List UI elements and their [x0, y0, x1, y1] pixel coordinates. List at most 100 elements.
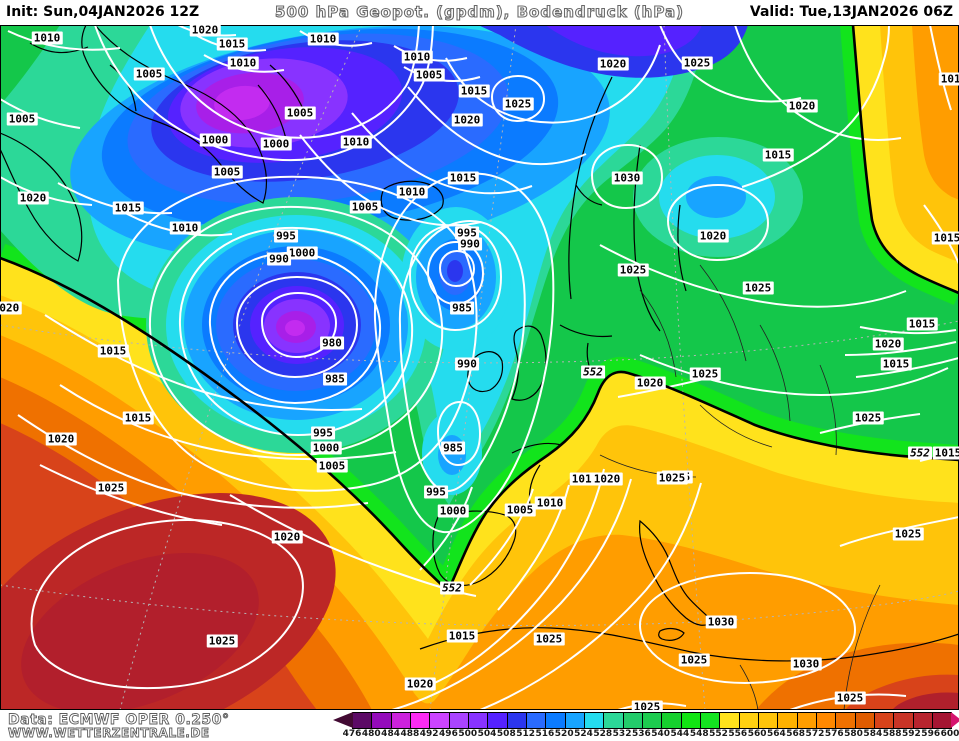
- isobar-label: 1010: [227, 56, 259, 70]
- isobar-label: 995: [455, 226, 479, 240]
- colorbar-segment: [758, 713, 779, 728]
- isobar-label: 1000: [260, 137, 292, 151]
- colorbar-right-arrow-icon: [951, 712, 959, 728]
- isobar-label: 1020: [597, 57, 629, 71]
- colorbar-segment: [372, 713, 392, 728]
- isobar-label: 1015: [762, 148, 794, 162]
- colorbar-left-arrow-icon: [333, 712, 353, 728]
- isobar-label: 1005: [316, 459, 348, 473]
- isobar-label: 1005: [211, 165, 243, 179]
- colorbar-tick-label: 588: [882, 729, 902, 739]
- colorbar-segment: [526, 713, 547, 728]
- colorbar-ticks: 476 480 484 488 492 496 500 504 508 512 516 520 524 5…: [343, 729, 959, 740]
- isobar-label: 1005: [284, 106, 316, 120]
- valid-time-label: Valid: Tue,13JAN2026 06Z: [749, 4, 953, 20]
- isobar-label: 1020: [189, 25, 221, 37]
- isobar-label: 995: [311, 426, 335, 440]
- colorbar-segment: [720, 713, 740, 728]
- map-title: 500 hPa Geopot. (gpdm), Bodendruck (hPa): [274, 2, 684, 21]
- isobar-label: 1010: [169, 221, 201, 235]
- colorbar-tick-label: 600: [940, 729, 959, 739]
- isobar-label: 1025: [892, 527, 924, 541]
- colorbar-tick-label: 540: [651, 729, 671, 739]
- isobar-label: 1000: [199, 133, 231, 147]
- isobar-label: 1010: [401, 50, 433, 64]
- colorbar-tick-label: 500: [458, 729, 478, 739]
- colorbar-segment: [642, 713, 663, 728]
- map-canvas: 1010 1020 1015 1010 1005 1005 1005 1000 1000 1005…: [0, 25, 959, 710]
- isobar-label: 1020: [271, 530, 303, 544]
- isobar-label: 1030: [611, 171, 643, 185]
- colorbar-segment: [797, 713, 817, 728]
- isobar-label: 1020: [451, 113, 483, 127]
- colorbar-segment: [604, 713, 624, 728]
- colorbar-tick-label: 548: [689, 729, 709, 739]
- isobar-label: 985: [323, 372, 347, 386]
- latlon-grid: [0, 25, 959, 710]
- isobar-label: 990: [458, 237, 482, 251]
- colorbar-tick-label: 504: [477, 729, 497, 739]
- isobar-label: 1005: [349, 200, 381, 214]
- isobar-label: 1020: [45, 432, 77, 446]
- data-source-label: Data: ECMWF OPER 0.250°: [8, 712, 230, 729]
- colorbar-segment: [488, 713, 508, 728]
- colorbar-tick-label: 496: [439, 729, 458, 739]
- colorbar-tick-label: 512: [516, 729, 536, 739]
- isobar-label: 1030: [705, 615, 737, 629]
- colorbar-tick-label: 544: [670, 729, 690, 739]
- colorbar-segment: [874, 713, 895, 728]
- isobar-label: 1005: [6, 112, 38, 126]
- isobar-label: 1020: [404, 677, 436, 691]
- header: Init: Sun,04JAN2026 12Z 500 hPa Geopot. …: [0, 0, 959, 25]
- isobar-label: 1000: [437, 504, 469, 518]
- colorbar-tick-label: 532: [612, 729, 632, 739]
- colorbar-segment: [816, 713, 837, 728]
- colorbar-segment: [739, 713, 759, 728]
- isobar-label: 1010: [340, 135, 372, 149]
- isobar-label: 1030: [790, 657, 822, 671]
- colorbar-segment: [836, 713, 856, 728]
- isobar-label: 1015: [447, 171, 479, 185]
- isobar-label: 1015: [931, 231, 959, 245]
- isobar-label: 1025: [95, 481, 127, 495]
- height-contour-label: 552: [440, 581, 464, 595]
- colorbar-segment: [546, 713, 566, 728]
- isobar-label: 1025: [617, 263, 649, 277]
- colorbar-segment: [855, 713, 875, 728]
- isobar-label: 1005: [413, 68, 445, 82]
- isobar-label: 1015: [122, 411, 154, 425]
- colorbar-segment: [681, 713, 701, 728]
- isobar-label: 1025: [502, 97, 534, 111]
- colorbar-tick-label: 596: [921, 729, 941, 739]
- colorbar-segment: [468, 713, 489, 728]
- isobar-label: 1015: [906, 317, 938, 331]
- colorbar-segment: [353, 713, 373, 728]
- colorbar-segment: [584, 713, 605, 728]
- geopotential-pressure-chart: [0, 25, 959, 710]
- isobar-label: 1015: [97, 344, 129, 358]
- colorbar-segment: [894, 713, 914, 728]
- isobar-label: 1015: [938, 72, 959, 86]
- isobar-label: 1025: [656, 471, 688, 485]
- isobar-label: 995: [424, 485, 448, 499]
- isobar-label: 1000: [286, 246, 318, 260]
- isobar-label: 1025: [533, 632, 565, 646]
- colorbar-tick-label: 580: [844, 729, 863, 739]
- colorbar: [333, 712, 959, 729]
- isobar-label: 985: [441, 441, 465, 455]
- isobar-label: 1025: [631, 700, 663, 710]
- isobar-label: 1025: [834, 691, 866, 705]
- height-contour-552: [0, 25, 959, 594]
- isobar-label: 1025: [689, 367, 721, 381]
- isobar-label: 1015: [880, 357, 912, 371]
- colorbar-segment: [507, 713, 527, 728]
- colorbar-tick-label: 576: [824, 729, 844, 739]
- colorbar-tick-label: 520: [554, 729, 574, 739]
- isobar-label: 985: [450, 301, 474, 315]
- height-contour-label: 552: [908, 446, 932, 460]
- isobar-label: 1025: [742, 281, 774, 295]
- footer: Data: ECMWF OPER 0.250° WWW.WETTERZENTRA…: [0, 710, 959, 741]
- isobar-label: 1025: [852, 411, 884, 425]
- isobar-label: 1000: [310, 441, 342, 455]
